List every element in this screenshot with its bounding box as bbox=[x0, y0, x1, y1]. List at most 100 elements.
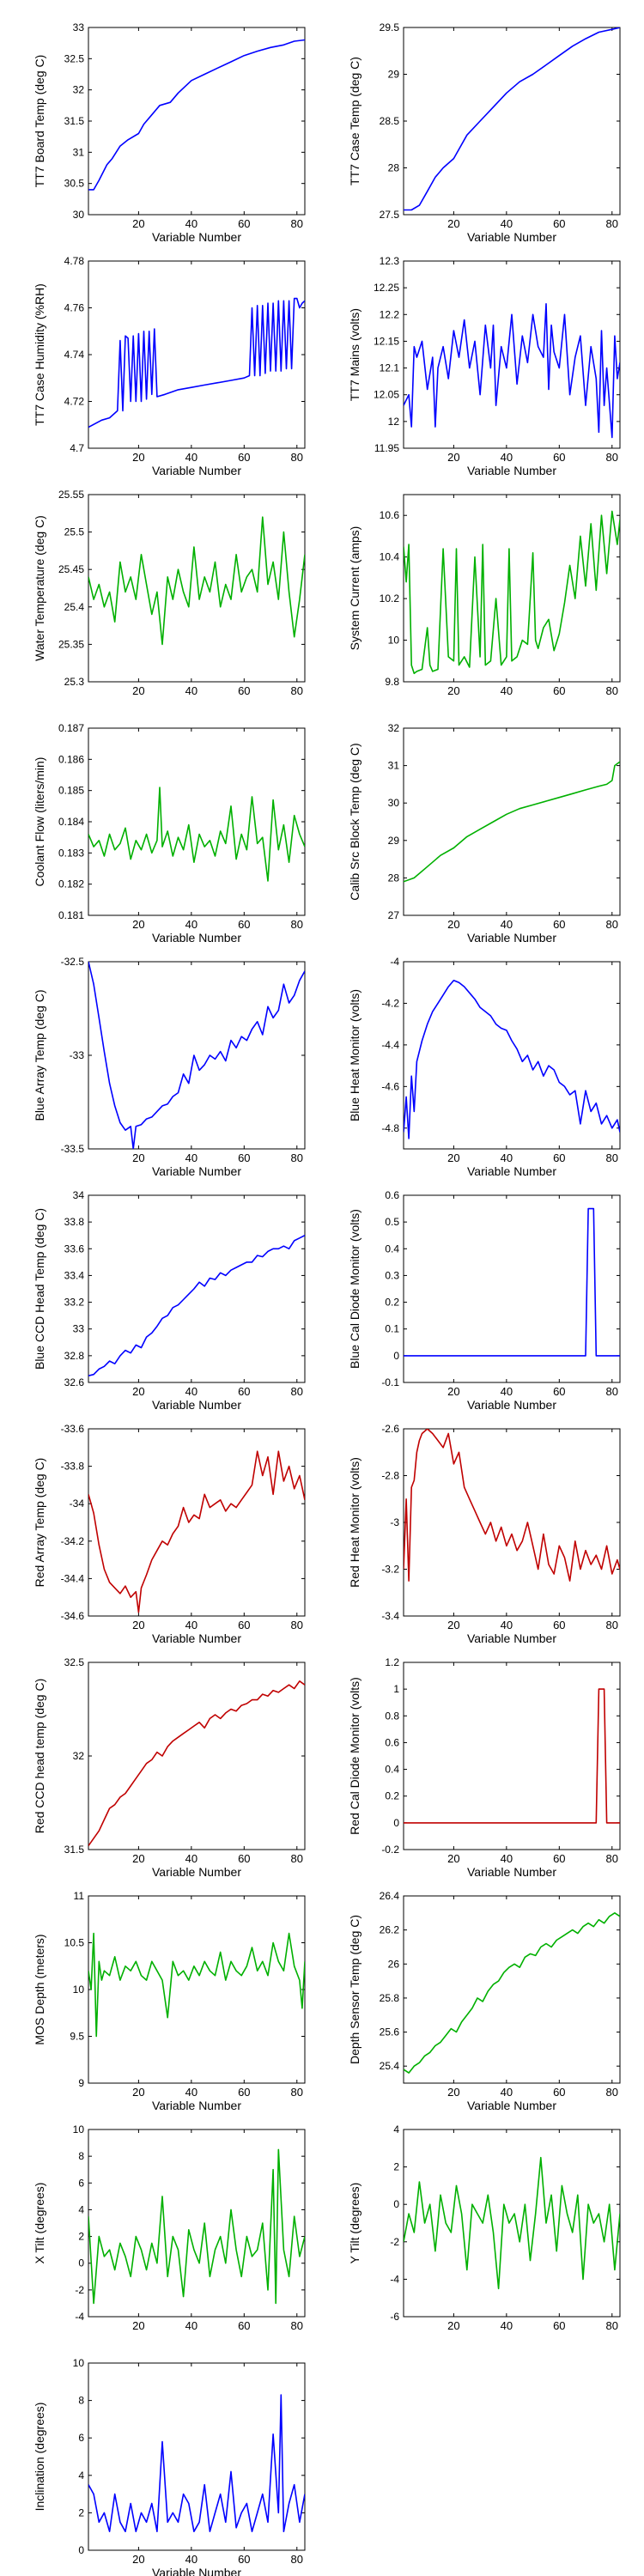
x-tick-label: 40 bbox=[501, 217, 513, 230]
y-axis-label: Red Heat Monitor (volts) bbox=[348, 1457, 361, 1588]
plot-frame bbox=[88, 961, 306, 1150]
y-tick-label: 9.8 bbox=[385, 676, 399, 688]
y-tick-label: 28 bbox=[388, 162, 400, 174]
y-tick-label: -33.6 bbox=[61, 1423, 85, 1435]
x-tick-label: 40 bbox=[501, 451, 513, 464]
y-tick-label: 12.1 bbox=[380, 362, 400, 374]
y-tick-label: 0.5 bbox=[385, 1216, 399, 1228]
x-tick-label: 20 bbox=[447, 451, 459, 464]
x-tick-label: 60 bbox=[238, 684, 250, 697]
y-tick-label: 4.72 bbox=[64, 396, 85, 408]
x-axis-label: Variable Number bbox=[152, 2099, 241, 2112]
series-line-1 bbox=[404, 980, 620, 1139]
series-line-1 bbox=[88, 39, 305, 191]
y-tick-label: 4 bbox=[78, 2470, 84, 2482]
y-tick-label: -34.2 bbox=[61, 1535, 85, 1547]
x-tick-label: 20 bbox=[447, 217, 459, 230]
y-tick-label: 0 bbox=[393, 1817, 399, 1829]
y-tick-label: -33.8 bbox=[61, 1461, 85, 1473]
series-line-1 bbox=[88, 297, 305, 428]
y-tick-label: 27 bbox=[388, 909, 400, 921]
y-tick-label: 0.6 bbox=[385, 1736, 399, 1748]
plot-frame bbox=[403, 1895, 621, 2084]
y-tick-label: -0.1 bbox=[381, 1376, 399, 1388]
x-axis-label: Variable Number bbox=[152, 2566, 241, 2576]
y-tick-label: 9.5 bbox=[70, 2031, 84, 2043]
y-tick-label: 30 bbox=[388, 797, 400, 809]
y-tick-label: 0.2 bbox=[385, 1297, 399, 1309]
chart-11: 20 40 60 80 32.6 32.8 33 33.2 33.4 33.6 33.8 34 Vari… bbox=[33, 1189, 306, 1412]
x-tick-label: 40 bbox=[185, 451, 197, 464]
y-tick-label: 25.8 bbox=[380, 1992, 400, 2004]
x-tick-label: 40 bbox=[185, 1852, 197, 1865]
x-tick-label: 60 bbox=[553, 1151, 565, 1164]
x-tick-label: 20 bbox=[132, 1852, 144, 1865]
y-axis-label: TT7 Case Humidity (%RH) bbox=[33, 283, 46, 426]
x-tick-label: 20 bbox=[132, 217, 144, 230]
plot-frame bbox=[88, 494, 306, 683]
y-tick-label: 25.55 bbox=[58, 489, 84, 501]
y-tick-label: -32.5 bbox=[61, 956, 85, 968]
y-tick-label: 25.35 bbox=[58, 638, 84, 650]
series-line-1 bbox=[88, 787, 305, 882]
y-tick-label: -4.2 bbox=[381, 997, 399, 1009]
y-axis-label: TT7 Mains (volts) bbox=[348, 308, 361, 401]
x-tick-label: 60 bbox=[553, 1619, 565, 1631]
x-tick-label: 60 bbox=[553, 451, 565, 464]
x-axis-label: Variable Number bbox=[467, 1865, 556, 1879]
y-tick-label: -2.6 bbox=[381, 1423, 399, 1435]
x-tick-label: 80 bbox=[606, 684, 618, 697]
series-line-1 bbox=[88, 1450, 305, 1613]
x-tick-label: 80 bbox=[291, 918, 303, 931]
x-tick-label: 40 bbox=[501, 1619, 513, 1631]
x-tick-label: 40 bbox=[185, 2086, 197, 2099]
y-tick-label: 32.5 bbox=[64, 1656, 85, 1668]
y-tick-label: 31.5 bbox=[64, 115, 85, 127]
y-tick-label: 27.5 bbox=[380, 209, 400, 221]
x-tick-label: 60 bbox=[553, 918, 565, 931]
series-line-1 bbox=[404, 27, 620, 211]
x-axis-label: Variable Number bbox=[152, 1865, 241, 1879]
x-tick-label: 80 bbox=[291, 1385, 303, 1398]
y-tick-label: 32 bbox=[73, 1750, 85, 1762]
x-axis-label: Variable Number bbox=[467, 1398, 556, 1412]
x-tick-label: 40 bbox=[501, 684, 513, 697]
x-tick-label: 20 bbox=[132, 2319, 144, 2332]
series-line-1 bbox=[404, 2156, 620, 2290]
y-tick-label: 30.5 bbox=[64, 178, 85, 190]
chart-16: 20 40 60 80 -0.2 0 0.2 0.4 0.6 0.8 1 1.2 Variable Nu… bbox=[348, 1656, 621, 1879]
chart-1: 20 40 60 80 30 30.5 31 31.5 32 32.5 33 Variable Num… bbox=[33, 21, 306, 244]
x-tick-label: 60 bbox=[553, 1852, 565, 1865]
y-tick-label: -4 bbox=[390, 956, 399, 968]
x-tick-label: 40 bbox=[185, 918, 197, 931]
x-tick-label: 40 bbox=[185, 2319, 197, 2332]
y-tick-label: -2.8 bbox=[381, 1470, 399, 1482]
y-tick-label: 10 bbox=[73, 2123, 85, 2136]
y-tick-label: -4.4 bbox=[381, 1039, 399, 1051]
y-tick-label: -34.4 bbox=[61, 1572, 85, 1584]
x-tick-label: 80 bbox=[606, 451, 618, 464]
y-tick-label: 0.182 bbox=[58, 878, 84, 890]
x-tick-label: 80 bbox=[606, 2319, 618, 2332]
x-tick-label: 80 bbox=[291, 1619, 303, 1631]
y-tick-label: 32.8 bbox=[64, 1350, 85, 1362]
y-tick-label: 10 bbox=[73, 1984, 85, 1996]
x-tick-label: 40 bbox=[185, 1619, 197, 1631]
y-tick-label: 25.4 bbox=[64, 601, 85, 613]
chart-18: 20 40 60 80 25.4 25.6 25.8 26 26.2 26.4 Variable N… bbox=[348, 1890, 621, 2112]
x-tick-label: 60 bbox=[238, 2553, 250, 2566]
chart-5: 20 40 60 80 25.3 25.35 25.4 25.45 25.5 25.55 Water… bbox=[33, 489, 306, 697]
chart-6: 20 40 60 80 9.8 10 10.2 10.4 10.6 System Current … bbox=[348, 494, 621, 697]
y-tick-label: 4 bbox=[78, 2203, 84, 2215]
y-tick-label: -33.5 bbox=[61, 1143, 85, 1155]
series-line-1 bbox=[88, 962, 305, 1149]
y-tick-label: 0.186 bbox=[58, 753, 84, 765]
series-line-1 bbox=[404, 302, 620, 439]
chart-14: 20 40 60 80 -3.4 -3.2 -3 -2.8 -2.6 Variable Numbe… bbox=[348, 1423, 621, 1645]
plot-frame bbox=[403, 260, 621, 449]
x-tick-label: 40 bbox=[501, 2086, 513, 2099]
y-tick-label: 34 bbox=[73, 1189, 85, 1201]
x-tick-label: 40 bbox=[185, 1385, 197, 1398]
y-tick-label: -33 bbox=[70, 1049, 85, 1061]
chart-7: 20 40 60 80 0.181 0.182 0.183 0.184 0.185 0.186 0.… bbox=[33, 722, 306, 945]
